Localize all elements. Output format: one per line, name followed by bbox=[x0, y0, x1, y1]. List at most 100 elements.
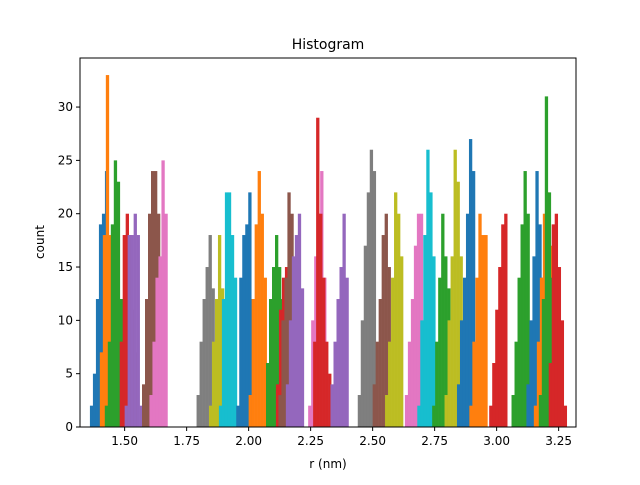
histogram-bar-21-5 bbox=[400, 256, 404, 427]
histogram-bar-9-1 bbox=[221, 299, 226, 427]
histogram-bar-2-4 bbox=[116, 181, 121, 427]
histogram-bar-29-5 bbox=[526, 213, 530, 427]
histogram-bar-5-2 bbox=[148, 213, 152, 427]
histogram-bar-11-1 bbox=[251, 299, 255, 427]
histogram-bar-19-2 bbox=[363, 245, 368, 427]
histogram-bar-11-0 bbox=[248, 395, 252, 427]
y-tick-label: 10 bbox=[58, 313, 73, 327]
histogram-bar-18-5 bbox=[345, 277, 349, 427]
histogram-bar-33-1 bbox=[551, 224, 556, 427]
histogram-bar-14-1 bbox=[281, 320, 285, 427]
histogram-bar-19-0 bbox=[357, 395, 362, 427]
histogram-bar-17-2 bbox=[319, 213, 323, 427]
histogram-bar-0-3 bbox=[98, 224, 103, 427]
histogram-bar-7-2 bbox=[202, 299, 206, 427]
histogram-bar-22-3 bbox=[413, 245, 418, 427]
histogram-bar-11-5 bbox=[263, 277, 267, 427]
histogram-bar-15-2 bbox=[291, 256, 296, 427]
histogram-bar-1-3 bbox=[108, 235, 113, 427]
histogram-bar-12-1 bbox=[269, 299, 273, 427]
histogram-bar-10-1 bbox=[239, 277, 243, 427]
histogram-bar-17-5 bbox=[328, 373, 332, 427]
histogram-bar-31-2 bbox=[539, 277, 544, 427]
histogram-bar-9-3 bbox=[227, 192, 232, 427]
histogram-bar-19-4 bbox=[369, 149, 374, 427]
histogram-bar-25-2 bbox=[450, 256, 454, 427]
histogram-bar-6-0 bbox=[149, 395, 153, 427]
histogram-bar-30-1 bbox=[529, 320, 533, 427]
histogram-bar-15-4 bbox=[297, 213, 302, 427]
histogram-bar-4-4 bbox=[136, 235, 140, 427]
histogram-bar-27-0 bbox=[469, 405, 473, 427]
histogram-bar-27-4 bbox=[481, 235, 485, 427]
histogram-bar-5-0 bbox=[142, 384, 146, 427]
histogram-bar-22-1 bbox=[407, 341, 412, 427]
histogram-bar-2-0 bbox=[104, 405, 109, 427]
histogram-bar-29-0 bbox=[511, 395, 515, 427]
histogram-bar-5-3 bbox=[151, 171, 155, 427]
histogram-bar-4-2 bbox=[130, 235, 134, 427]
histogram-bar-4-5 bbox=[139, 405, 143, 427]
x-tick-label: 2.00 bbox=[235, 434, 262, 448]
histogram-bar-4-1 bbox=[127, 235, 131, 427]
histogram-bar-7-0 bbox=[196, 395, 200, 427]
histogram-bar-23-2 bbox=[423, 235, 427, 427]
histogram-bar-29-1 bbox=[514, 341, 518, 427]
histogram-bar-21-3 bbox=[394, 192, 398, 427]
histogram-bar-33-4 bbox=[560, 320, 565, 427]
histogram-bar-20-1 bbox=[375, 341, 379, 427]
histogram-bar-32-2 bbox=[544, 96, 549, 427]
x-tick-label: 1.50 bbox=[111, 434, 138, 448]
histogram-bar-2-1 bbox=[107, 341, 112, 427]
histogram-bar-20-0 bbox=[372, 384, 376, 427]
histogram-bar-27-5 bbox=[484, 235, 488, 427]
histogram-bar-6-5 bbox=[164, 213, 168, 427]
histogram-bar-4-0 bbox=[124, 405, 128, 427]
histogram-bar-29-2 bbox=[517, 277, 521, 427]
x-axis-ticks: 1.50 1.75 2.00 2.25 2.50 2.75 3.00 3.25 bbox=[111, 427, 572, 448]
histogram-bar-32-3 bbox=[547, 192, 552, 427]
histogram-bar-32-1 bbox=[541, 299, 546, 427]
histogram-bar-8-3 bbox=[217, 235, 222, 427]
histogram-bar-10-4 bbox=[248, 192, 252, 427]
histogram-bar-11-3 bbox=[257, 171, 261, 427]
histogram-bar-29-3 bbox=[520, 224, 524, 427]
histogram-bar-33-0 bbox=[548, 363, 553, 427]
histogram-bar-25-0 bbox=[444, 395, 448, 427]
histogram-bar-16-1 bbox=[311, 320, 315, 427]
histogram-bar-1-1 bbox=[102, 235, 107, 427]
histogram-bar-23-5 bbox=[432, 256, 436, 427]
histogram-bar-27-2 bbox=[475, 277, 479, 427]
histogram-bar-21-1 bbox=[388, 341, 392, 427]
histogram-bar-8-0 bbox=[208, 405, 213, 427]
histogram-bar-15-1 bbox=[288, 320, 293, 427]
histogram-bar-12-2 bbox=[272, 267, 276, 427]
histogram-bar-6-3 bbox=[158, 256, 162, 427]
histogram-bar-30-3 bbox=[535, 171, 539, 427]
histogram-bar-32-0 bbox=[538, 395, 543, 427]
histogram-bar-10-0 bbox=[236, 405, 240, 427]
histogram-bar-25-1 bbox=[447, 320, 451, 427]
histogram-bar-26-2 bbox=[462, 277, 467, 427]
histogram-bar-7-1 bbox=[199, 341, 203, 427]
histogram-bar-3-0 bbox=[119, 341, 123, 427]
histogram-bar-21-0 bbox=[385, 395, 389, 427]
histogram-bar-6-1 bbox=[152, 341, 156, 427]
histogram-bar-27-1 bbox=[472, 341, 476, 427]
y-tick-label: 20 bbox=[58, 207, 73, 221]
histogram-bar-7-3 bbox=[205, 267, 209, 427]
histogram-bar-18-3 bbox=[339, 267, 343, 427]
histogram-bar-15-3 bbox=[294, 235, 299, 427]
histogram-bar-28-4 bbox=[501, 224, 505, 427]
histogram-bar-18-0 bbox=[330, 384, 334, 427]
histogram-bar-11-4 bbox=[260, 213, 264, 427]
histogram-bar-0-1 bbox=[92, 373, 97, 427]
axes-frame bbox=[79, 57, 577, 428]
histogram-bar-4-3 bbox=[133, 213, 137, 427]
histogram-bar-24-2 bbox=[438, 277, 442, 427]
x-tick-label: 1.75 bbox=[173, 434, 200, 448]
histogram-bar-18-1 bbox=[333, 341, 337, 427]
histogram-bar-28-2 bbox=[495, 309, 499, 427]
histogram-bar-23-1 bbox=[420, 320, 424, 427]
